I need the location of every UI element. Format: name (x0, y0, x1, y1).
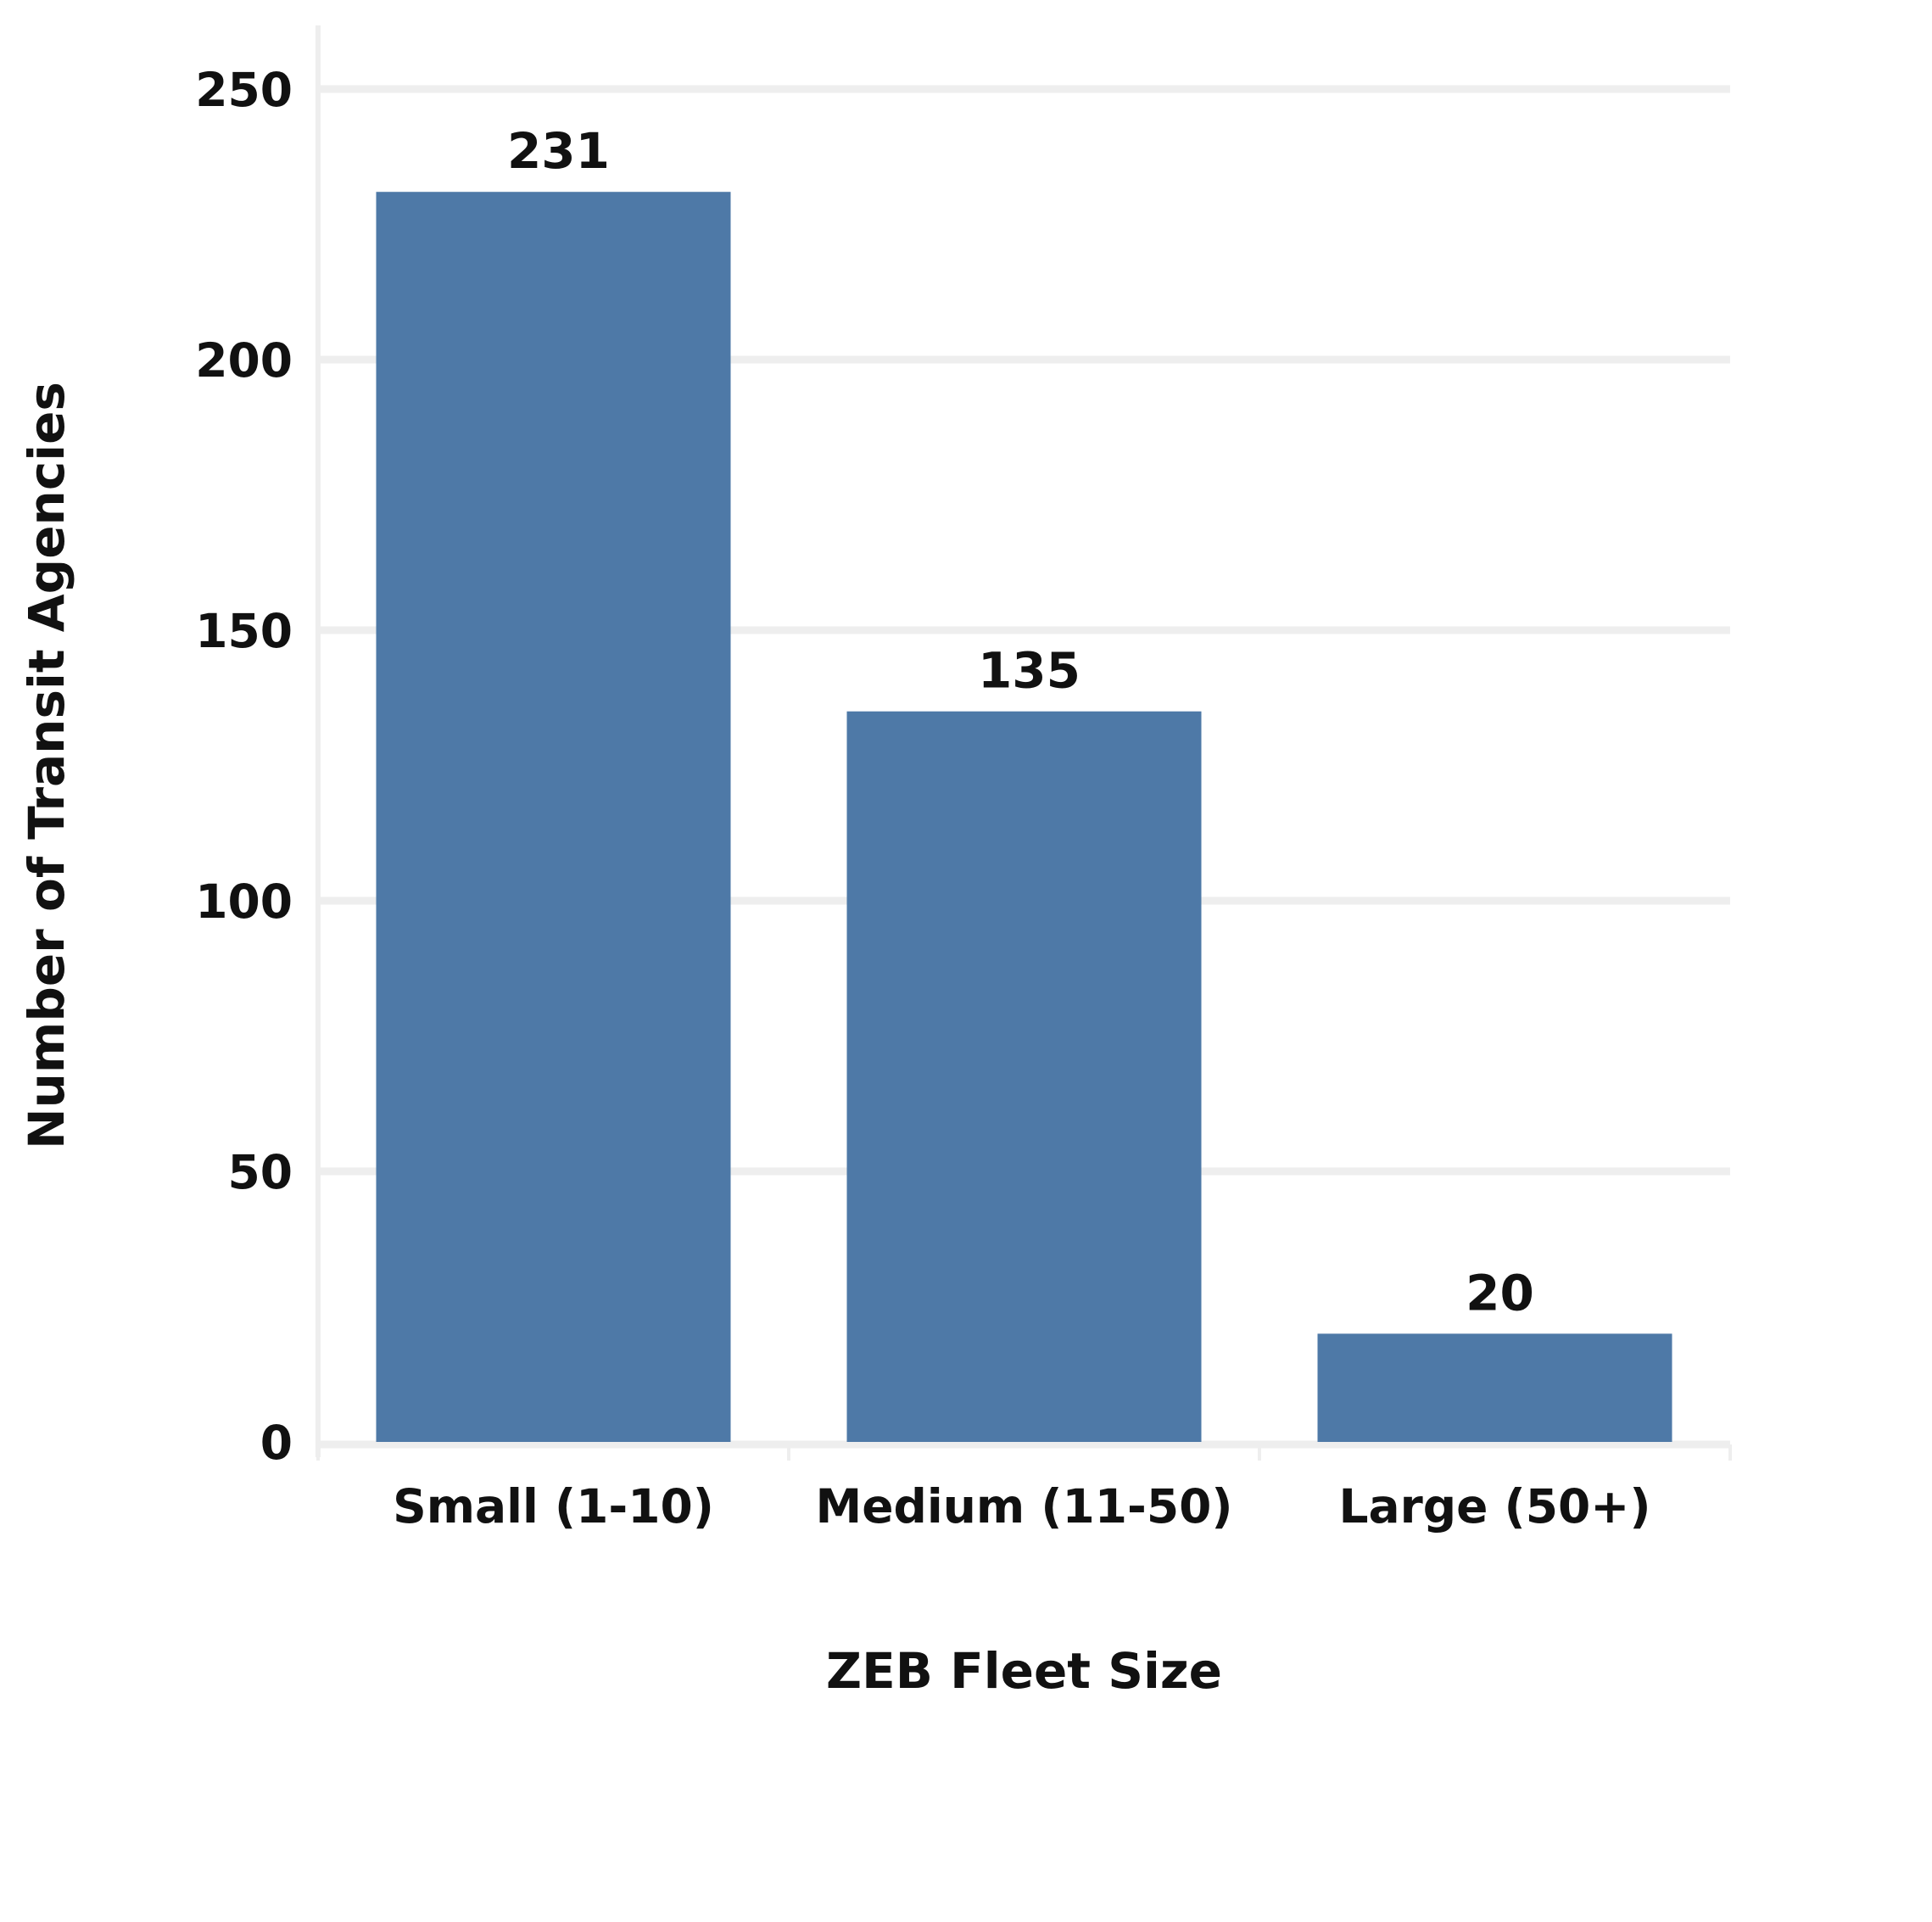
data-label: 20 (1466, 1264, 1534, 1321)
x-axis-title: ZEB Fleet Size (826, 1642, 1222, 1700)
axes (315, 25, 1732, 1461)
y-axis-title: Number of Transit Agencies (18, 382, 75, 1149)
x-tick-label: Medium (11-50) (815, 1479, 1232, 1534)
data-labels: 231 135 20 (507, 122, 1534, 1321)
x-tick-label: Large (50+) (1338, 1479, 1650, 1534)
bar (376, 192, 731, 1443)
y-tick-label: 0 (260, 1416, 293, 1470)
y-tick-label: 200 (195, 333, 293, 388)
bar (846, 711, 1202, 1442)
x-tick-labels: Small (1-10) Medium (11-50) Large (50+) (393, 1479, 1650, 1534)
data-label: 135 (978, 642, 1080, 700)
y-tick-labels: 0 50 100 150 200 250 (195, 63, 293, 1470)
y-tick-label: 50 (227, 1145, 293, 1199)
y-tick-label: 150 (195, 604, 293, 658)
data-label: 231 (507, 122, 610, 180)
bar (1317, 1333, 1672, 1442)
y-tick-label: 100 (195, 874, 293, 929)
y-tick-label: 250 (195, 63, 293, 117)
x-tick-label: Small (1-10) (393, 1479, 714, 1534)
bars (376, 192, 1672, 1443)
